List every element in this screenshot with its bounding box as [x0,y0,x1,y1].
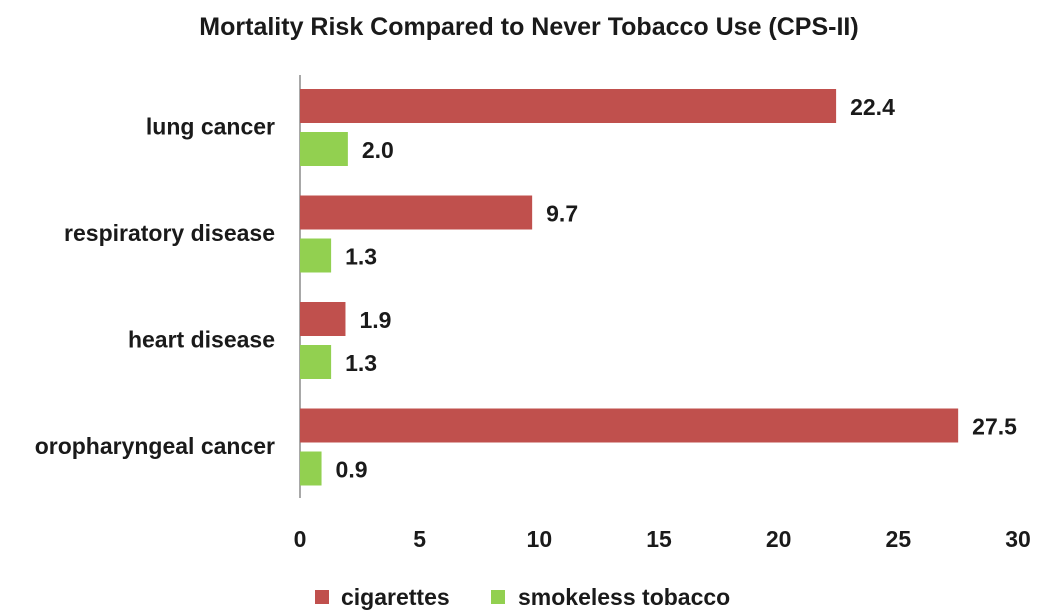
data-label-smokeless-tobacco-lung-cancer: 2.0 [362,137,394,163]
bar-smokeless-tobacco-heart-disease [300,345,332,379]
data-label-cigarettes-respiratory-disease: 9.7 [546,201,578,227]
legend-swatch-cigarettes [315,590,329,604]
bars [300,89,959,486]
x-tick-label-15: 15 [646,526,672,552]
bar-cigarettes-oropharyngeal-cancer [300,408,959,443]
x-tick-label-30: 30 [1005,526,1031,552]
bar-smokeless-tobacco-respiratory-disease [300,238,332,273]
data-label-smokeless-tobacco-respiratory-disease: 1.3 [345,244,377,270]
category-label-oropharyngeal-cancer: oropharyngeal cancer [35,433,275,459]
bar-smokeless-tobacco-lung-cancer [300,132,348,166]
category-labels: lung cancer respiratory disease heart dise… [35,113,275,459]
category-label-lung-cancer: lung cancer [146,113,275,139]
chart-title: Mortality Risk Compared to Never Tobacco… [199,13,858,41]
x-tick-label-5: 5 [413,526,426,552]
category-label-heart-disease: heart disease [128,326,275,352]
data-labels: 22.4 2.0 9.7 1.3 1.9 1.3 27.5 0.9 [336,94,1018,483]
bar-cigarettes-lung-cancer [300,89,837,123]
data-label-smokeless-tobacco-oropharyngeal-cancer: 0.9 [336,457,368,483]
x-tick-label-20: 20 [766,526,792,552]
bar-smokeless-tobacco-oropharyngeal-cancer [300,451,322,486]
data-label-cigarettes-heart-disease: 1.9 [359,307,391,333]
legend-label-smokeless-tobacco: smokeless tobacco [518,584,730,610]
x-tick-label-10: 10 [527,526,553,552]
x-axis-ticks: 0 5 10 15 20 25 30 [294,526,1031,552]
bar-cigarettes-respiratory-disease [300,195,533,230]
category-label-respiratory-disease: respiratory disease [64,220,275,246]
data-label-cigarettes-lung-cancer: 22.4 [850,94,895,120]
bar-cigarettes-heart-disease [300,302,346,336]
legend: cigarettes smokeless tobacco [315,584,730,610]
legend-swatch-smokeless-tobacco [491,590,505,604]
legend-label-cigarettes: cigarettes [341,584,450,610]
x-tick-label-0: 0 [294,526,307,552]
data-label-cigarettes-oropharyngeal-cancer: 27.5 [972,414,1017,440]
data-label-smokeless-tobacco-heart-disease: 1.3 [345,350,377,376]
x-tick-label-25: 25 [886,526,912,552]
